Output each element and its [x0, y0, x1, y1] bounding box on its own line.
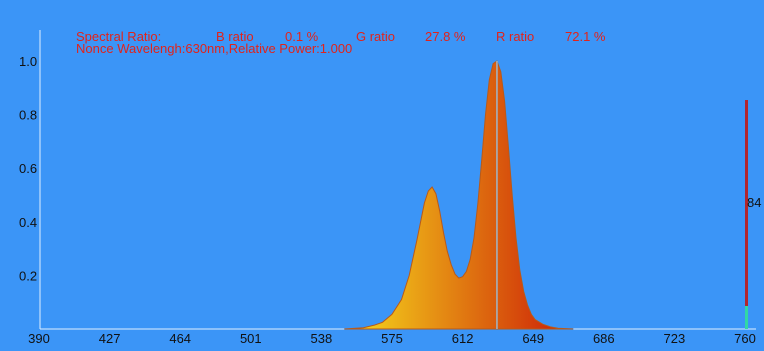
- x-tick-label: 501: [240, 331, 262, 346]
- x-tick-label: 686: [593, 331, 615, 346]
- y-tick-label: 1.0: [19, 54, 37, 69]
- y-tick-label: 0.2: [19, 268, 37, 283]
- x-tick-label: 538: [311, 331, 333, 346]
- x-tick-label: 427: [99, 331, 121, 346]
- side-gauge-value: 84: [747, 195, 761, 210]
- y-tick-label: 0.8: [19, 108, 37, 123]
- g-ratio-value: 27.8 %: [425, 29, 466, 44]
- side-gauge-green-bar: [745, 306, 748, 329]
- b-ratio-label: B ratio: [216, 29, 254, 44]
- side-gauge-red-bar: [745, 100, 748, 329]
- y-tick-label: 0.4: [19, 215, 37, 230]
- spectral-ratio-label: Spectral Ratio:: [76, 29, 162, 44]
- nonce-wavelength-info: Nonce Wavelengh:630nm,Relative Power:1.0…: [76, 41, 353, 56]
- b-ratio-value: 0.1 %: [285, 29, 319, 44]
- r-ratio-label: R ratio: [496, 29, 535, 44]
- side-gauge: 84: [745, 100, 761, 329]
- x-tick-label: 464: [169, 331, 191, 346]
- x-tick-label: 612: [452, 331, 474, 346]
- g-ratio-label: G ratio: [356, 29, 396, 44]
- x-tick-label: 760: [734, 331, 756, 346]
- x-tick-label: 390: [28, 331, 50, 346]
- x-tick-label: 723: [664, 331, 686, 346]
- x-tick-label: 575: [381, 331, 403, 346]
- y-axis-ticks: 0.2 0.4 0.6 0.8 1.0: [19, 54, 37, 283]
- y-tick-label: 0.6: [19, 161, 37, 176]
- x-tick-label: 649: [522, 331, 544, 346]
- r-ratio-value: 72.1 %: [565, 29, 606, 44]
- x-axis-ticks: 390 427 464 501 538 575 612 649 686 723 760: [28, 331, 756, 346]
- spectrum-area: [344, 60, 574, 330]
